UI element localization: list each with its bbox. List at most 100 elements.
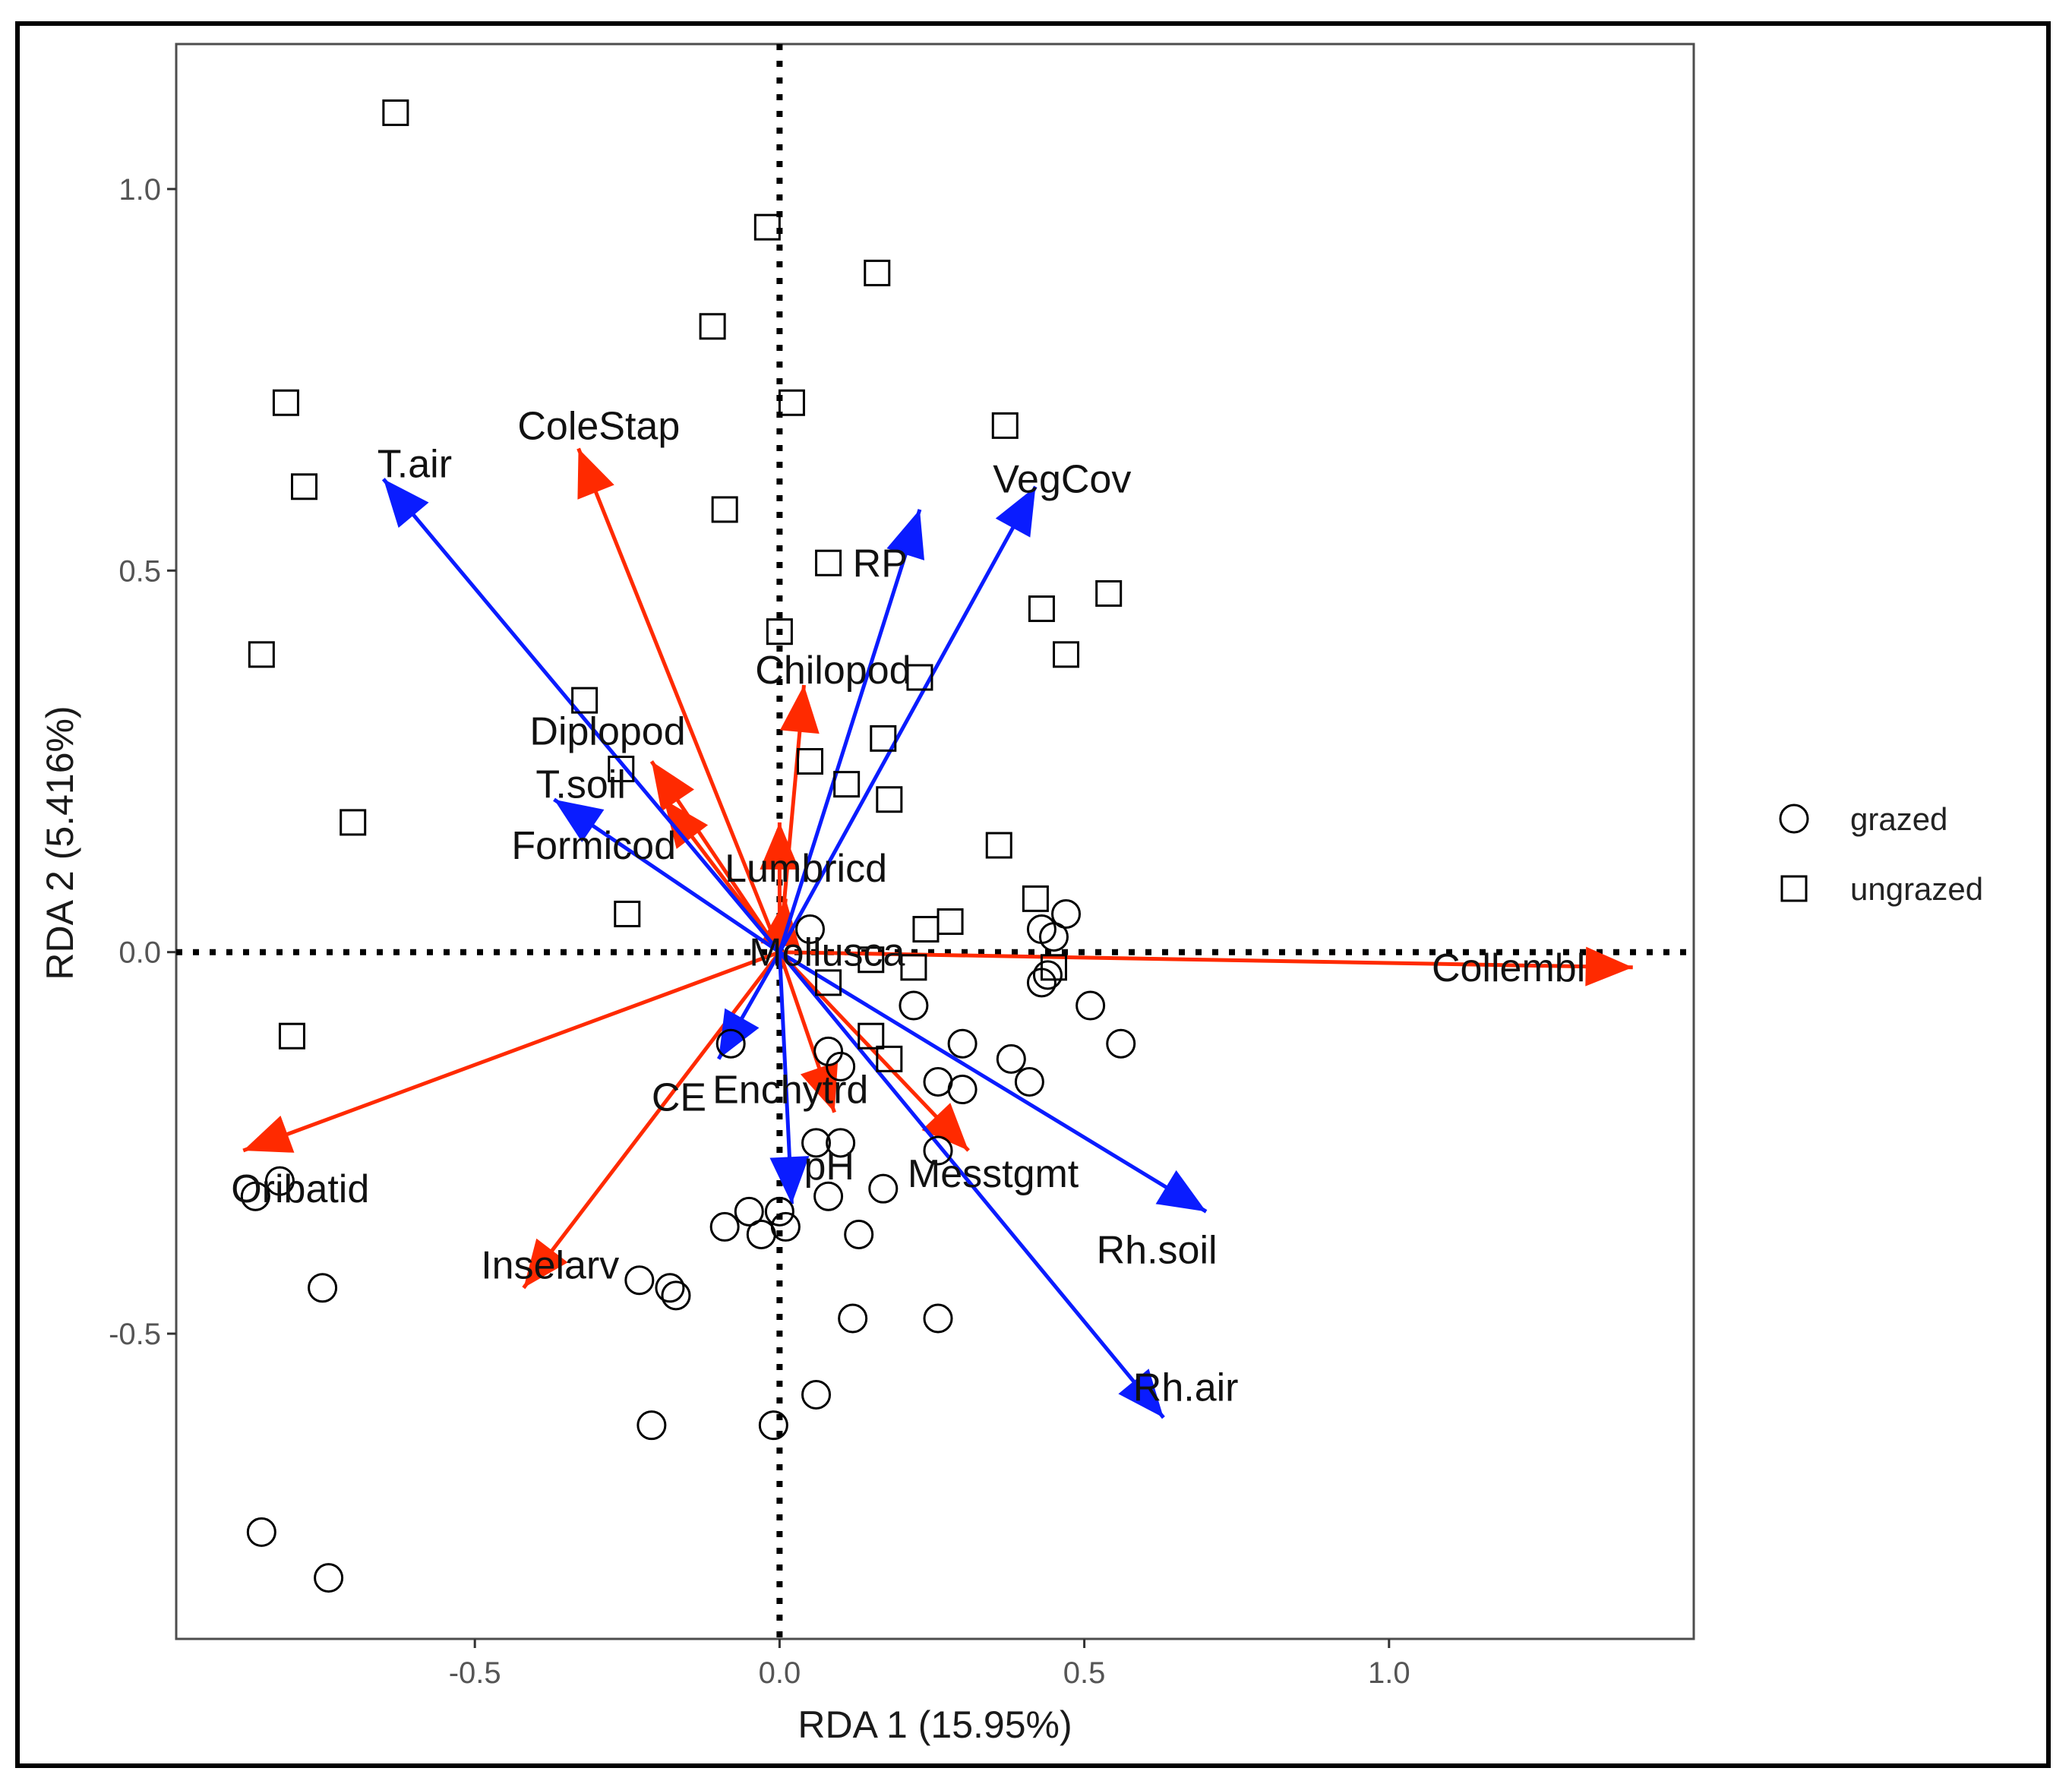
plot-panel bbox=[175, 43, 1695, 1640]
point-grazed bbox=[813, 1181, 844, 1211]
label-ce: CE bbox=[652, 1076, 706, 1120]
x-tick-label: 0.0 bbox=[759, 1656, 801, 1690]
x-tick-label: -0.5 bbox=[449, 1656, 501, 1690]
point-ungrazed bbox=[858, 946, 885, 974]
arrowhead-lumbricd bbox=[760, 822, 800, 870]
label-rh-soil: Rh.soil bbox=[1097, 1229, 1218, 1273]
x-axis: -0.5 0.0 0.5 1.0 bbox=[449, 1639, 1410, 1690]
point-ungrazed bbox=[1040, 954, 1067, 981]
arrowhead-rh-soil bbox=[1155, 1170, 1207, 1212]
point-grazed bbox=[813, 1036, 844, 1066]
point-grazed bbox=[636, 1410, 667, 1441]
point-grazed bbox=[947, 1028, 978, 1059]
point-grazed bbox=[655, 1273, 685, 1303]
point-grazed bbox=[826, 1128, 856, 1158]
point-ungrazed bbox=[815, 969, 842, 996]
point-ungrazed bbox=[876, 1045, 903, 1072]
point-ungrazed bbox=[876, 786, 903, 813]
point-ungrazed bbox=[864, 259, 891, 286]
point-grazed bbox=[1075, 990, 1106, 1021]
arrowhead-oribatid bbox=[243, 1116, 295, 1153]
point-grazed bbox=[826, 1051, 856, 1081]
x-axis-title: RDA 1 (15.95%) bbox=[798, 1703, 1072, 1746]
arrowhead-t-soil bbox=[554, 799, 605, 843]
y-axis: -0.5 0.0 0.5 1.0 bbox=[109, 173, 176, 1351]
label-t-soil: T.soil bbox=[535, 763, 625, 807]
point-grazed bbox=[715, 1028, 746, 1059]
arrowhead-diplopod bbox=[651, 761, 695, 812]
point-grazed bbox=[801, 1128, 832, 1158]
point-ungrazed bbox=[906, 664, 933, 691]
point-ungrazed bbox=[858, 1022, 885, 1050]
legend-label-ungrazed: ungrazed bbox=[1850, 871, 1983, 907]
point-grazed bbox=[801, 1379, 832, 1410]
point-grazed bbox=[624, 1265, 655, 1296]
point-grazed bbox=[661, 1280, 691, 1311]
vector-rp bbox=[778, 509, 922, 953]
label-rp: RP bbox=[853, 541, 908, 586]
arrowhead-formicod bbox=[663, 799, 709, 849]
arrowhead-ph bbox=[769, 1156, 810, 1204]
label-enchytrd: Enchytrd bbox=[712, 1069, 868, 1113]
label-diplopod: Diplopod bbox=[529, 709, 685, 753]
label-mollusca: Mollusca bbox=[749, 931, 905, 975]
point-grazed bbox=[923, 1303, 953, 1334]
vector-oribatid bbox=[242, 950, 781, 1153]
point-grazed bbox=[838, 1303, 868, 1334]
vector-rh-air bbox=[778, 951, 1165, 1419]
reference-lines bbox=[176, 44, 1694, 1639]
label-inselarv: Inselarv bbox=[481, 1244, 619, 1288]
point-ungrazed bbox=[797, 747, 824, 775]
point-ungrazed bbox=[614, 900, 641, 927]
point-grazed bbox=[947, 1075, 978, 1105]
label-colestap: ColeStap bbox=[517, 404, 680, 448]
point-ungrazed bbox=[571, 687, 599, 714]
sample-points bbox=[240, 99, 1136, 1593]
point-grazed bbox=[308, 1273, 338, 1303]
legend-key-grazed bbox=[1779, 804, 1809, 834]
label-chilopod: Chilopod bbox=[755, 649, 911, 693]
y-tick-label: 0.0 bbox=[118, 936, 161, 970]
point-ungrazed bbox=[291, 473, 318, 500]
label-vegcov: VegCov bbox=[993, 458, 1131, 502]
x-tick-label: 1.0 bbox=[1368, 1656, 1410, 1690]
legend-label-grazed: grazed bbox=[1850, 801, 1947, 837]
y-tick-label: 0.5 bbox=[118, 554, 161, 588]
point-grazed bbox=[1014, 1067, 1044, 1097]
point-ungrazed bbox=[248, 641, 275, 668]
point-grazed bbox=[758, 1410, 788, 1441]
arrowhead-rh-air bbox=[1118, 1369, 1164, 1418]
label-formicod: Formicod bbox=[511, 824, 676, 868]
point-grazed bbox=[844, 1219, 874, 1249]
point-ungrazed bbox=[1095, 579, 1123, 607]
point-ungrazed bbox=[833, 771, 861, 798]
point-grazed bbox=[1106, 1028, 1136, 1059]
point-ungrazed bbox=[1028, 595, 1055, 623]
arrowhead-messtgmt bbox=[921, 1103, 969, 1151]
label-messtgmt: Messtgmt bbox=[908, 1152, 1079, 1196]
point-grazed bbox=[709, 1211, 740, 1242]
point-grazed bbox=[1051, 898, 1082, 929]
arrowhead-colestap bbox=[577, 448, 614, 500]
label-rh-air: Rh.air bbox=[1133, 1366, 1239, 1410]
vector-inselarv bbox=[522, 951, 782, 1290]
arrowhead-chilopod bbox=[779, 685, 820, 734]
point-ungrazed bbox=[608, 756, 635, 783]
point-ungrazed bbox=[753, 213, 781, 241]
y-tick-label: 1.0 bbox=[118, 173, 161, 207]
legend-key-ungrazed bbox=[1780, 875, 1808, 902]
arrowhead-collembl bbox=[1585, 946, 1633, 987]
label-collembl: Collembl bbox=[1432, 946, 1585, 990]
label-lumbricd: Lumbricd bbox=[725, 847, 887, 891]
point-grazed bbox=[899, 990, 929, 1021]
point-grazed bbox=[264, 1166, 295, 1196]
arrowhead-inselarv bbox=[523, 1238, 568, 1288]
point-ungrazed bbox=[382, 99, 409, 126]
vector-rh-soil bbox=[779, 950, 1208, 1214]
point-grazed bbox=[246, 1517, 276, 1547]
point-grazed bbox=[1038, 922, 1069, 952]
y-tick-label: -0.5 bbox=[109, 1318, 161, 1351]
point-ungrazed bbox=[278, 1022, 305, 1050]
y-axis-title: RDA 2 (5.416%) bbox=[39, 706, 81, 980]
